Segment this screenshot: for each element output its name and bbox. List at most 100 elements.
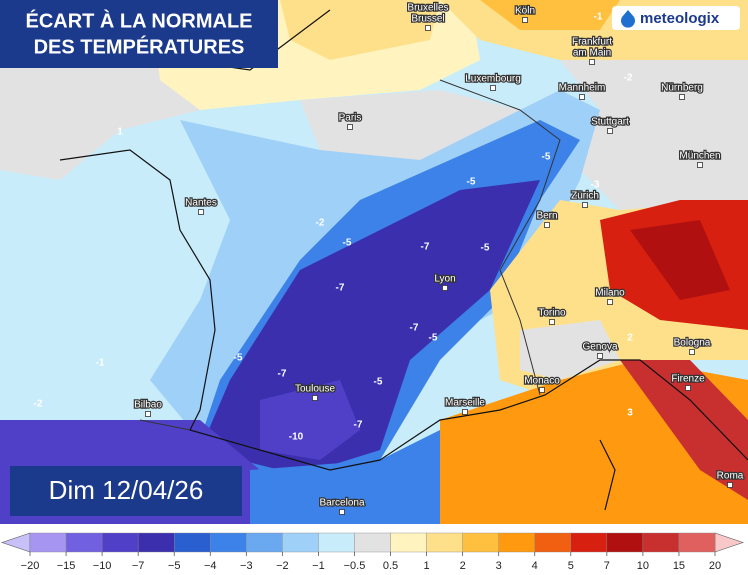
city-marker — [198, 209, 204, 215]
contour-label: -7 — [278, 369, 287, 380]
date: Dim 12/04/26 — [49, 475, 204, 505]
legend-swatch — [210, 532, 247, 553]
city-label[interactable]: Nantes — [184, 196, 218, 209]
city-marker — [607, 299, 613, 305]
coastline — [599, 439, 616, 511]
legend-swatch — [534, 532, 571, 553]
legend-swatch — [29, 532, 67, 553]
legend-swatch — [174, 532, 211, 553]
city-label[interactable]: Bologna — [672, 336, 712, 349]
contour-labels: 1 -5 -5 -2 -5 -7 -5 -7 -7 -5 -5 -1 -7 -5 -7 -10 -2 3 2 -3 -1… — [34, 12, 634, 443]
city-marker — [549, 319, 555, 325]
legend-swatch — [137, 532, 175, 553]
legend-tick-label: 5 — [568, 560, 574, 572]
city-label[interactable]: Köln — [514, 4, 536, 17]
legend: −20 −15 −10 −7 −5 −4 −3 −2 −1 −0.5 0.5 1 2 3 4 5 7 10 15 20 — [1, 532, 744, 572]
field-neutral — [0, 50, 200, 180]
title-box — [0, 0, 278, 68]
contour-label: -3 — [591, 180, 600, 191]
contour-label: -7 — [421, 242, 430, 253]
city-marker — [607, 128, 613, 134]
legend-tick-label: −5 — [168, 560, 181, 572]
city-label[interactable]: Monaco — [523, 374, 561, 387]
title: ÉCART À LA NORMALE — [25, 9, 252, 32]
city-marker — [544, 222, 550, 228]
city-label[interactable]: Torino — [537, 306, 567, 319]
legend-tick-label: −7 — [132, 560, 145, 572]
legend-tick-label: −20 — [21, 560, 40, 572]
city-label[interactable]: Bruxelles — [406, 1, 450, 14]
city-marker — [347, 124, 353, 130]
city-label[interactable]: Barcelona — [318, 496, 366, 509]
logo-box — [612, 6, 740, 30]
title: DES TEMPÉRATURES — [34, 35, 245, 58]
city-label[interactable]: Luxembourg — [464, 72, 522, 85]
legend-tick-label: 10 — [637, 560, 649, 572]
legend-swatch — [318, 532, 355, 553]
field-hot — [620, 360, 748, 500]
city-label[interactable]: Bern — [535, 209, 559, 222]
city-label[interactable]: Toulouse — [294, 382, 337, 395]
city-label[interactable]: Zürich — [570, 189, 600, 202]
legend-tick-label: 7 — [604, 560, 610, 572]
city-label[interactable]: Brussel — [410, 12, 446, 25]
date-box — [10, 466, 242, 516]
contour-label: -5 — [542, 152, 551, 163]
legend-tick-label: −1 — [312, 560, 325, 572]
city-marker — [582, 202, 588, 208]
legend-swatch — [570, 532, 608, 553]
legend-tick-label: 15 — [673, 560, 685, 572]
city-marker — [727, 482, 733, 488]
legend-tick-label: 3 — [496, 560, 502, 572]
legend-swatch — [65, 532, 103, 553]
contour-label: -5 — [343, 238, 352, 249]
legend-tick-label: −2 — [276, 560, 289, 572]
logo-text[interactable]: meteologix — [640, 10, 720, 27]
contour-label: -2 — [316, 218, 325, 229]
legend-swatch — [462, 532, 499, 553]
city-label[interactable]: am Main — [572, 46, 613, 59]
city-label[interactable]: Bilbao — [133, 398, 164, 411]
city-label[interactable]: Mannheim — [557, 81, 606, 94]
city-label[interactable]: Nürnberg — [660, 81, 704, 94]
city-marker — [339, 509, 345, 515]
city-marker — [597, 353, 603, 359]
legend-swatch — [606, 532, 644, 553]
city-label[interactable]: Firenze — [670, 372, 706, 385]
contour-label: -5 — [374, 377, 383, 388]
city-marker — [490, 85, 496, 91]
city-marker — [539, 387, 545, 393]
legend-swatch — [426, 532, 463, 553]
legend-tick-label: 0.5 — [383, 560, 398, 572]
city-label[interactable]: Lyon — [433, 272, 457, 285]
contour-label: -2 — [34, 399, 43, 410]
city-marker — [689, 349, 695, 355]
legend-swatch — [101, 532, 139, 553]
city-label[interactable]: München — [678, 149, 722, 162]
contour-label: -5 — [234, 353, 243, 364]
city-label[interactable]: Roma — [715, 469, 745, 482]
contour-label: 2 — [627, 333, 633, 344]
legend-tick-label: −0.5 — [344, 560, 366, 572]
city-label[interactable]: Stuttgart — [590, 115, 630, 128]
contour-label: -7 — [410, 323, 419, 334]
city-label[interactable]: Marseille — [444, 396, 487, 409]
city-marker — [589, 59, 595, 65]
legend-tick-label: 20 — [709, 560, 721, 572]
legend-tick-label: 4 — [532, 560, 538, 572]
field-hot — [630, 220, 730, 300]
legend-tick-label: −10 — [93, 560, 112, 572]
city-label[interactable]: Paris — [337, 111, 362, 124]
city-label[interactable]: Milano — [594, 286, 626, 299]
contour-label: -2 — [624, 73, 633, 84]
city-label[interactable]: Genova — [581, 340, 619, 353]
field-very-cold — [260, 380, 360, 460]
city-marker — [442, 285, 448, 291]
city-label[interactable]: Frankfurt — [571, 35, 614, 48]
legend-swatch — [246, 532, 283, 553]
contour-label: -7 — [336, 283, 345, 294]
city-marker — [697, 162, 703, 168]
